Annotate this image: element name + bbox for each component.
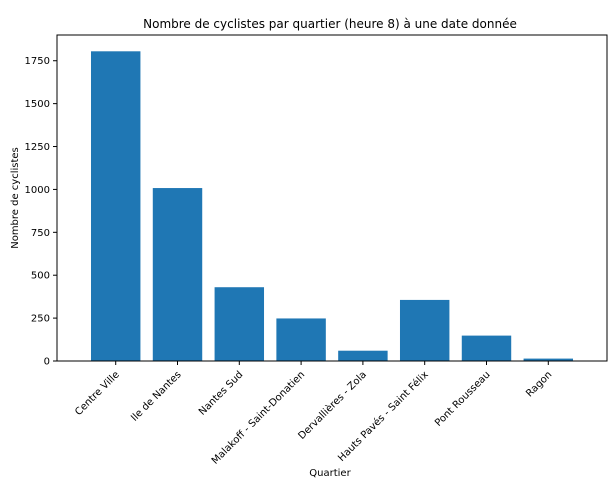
y-tick-label-7: 1750: [25, 56, 50, 67]
y-tick-label-1: 250: [31, 314, 50, 325]
y-axis: 0 250 500 750 1000 1250 1500 1750: [25, 56, 57, 368]
y-tick-label-3: 750: [31, 228, 50, 239]
bar-5: [338, 350, 388, 361]
plot-frame: [56, 34, 608, 362]
bar-6: [399, 299, 450, 361]
y-axis-label: Nombre de cyclistes: [10, 147, 21, 249]
bar-7: [461, 335, 512, 361]
bars-group: [90, 51, 574, 362]
y-tick-label-2: 500: [31, 271, 50, 282]
chart-title: Nombre de cyclistes par quartier (heure …: [143, 17, 517, 31]
bar-8: [523, 358, 574, 361]
x-axis-label: Quartier: [309, 468, 351, 479]
bar-2: [152, 188, 203, 361]
y-tick-label-6: 1500: [25, 99, 50, 110]
y-tick-label-5: 1250: [25, 142, 50, 153]
y-tick-label-4: 1000: [25, 185, 50, 196]
bar-3: [214, 287, 265, 361]
bar-4: [276, 318, 326, 361]
bar-1: [90, 51, 141, 362]
y-tick-label-0: 0: [44, 357, 50, 368]
